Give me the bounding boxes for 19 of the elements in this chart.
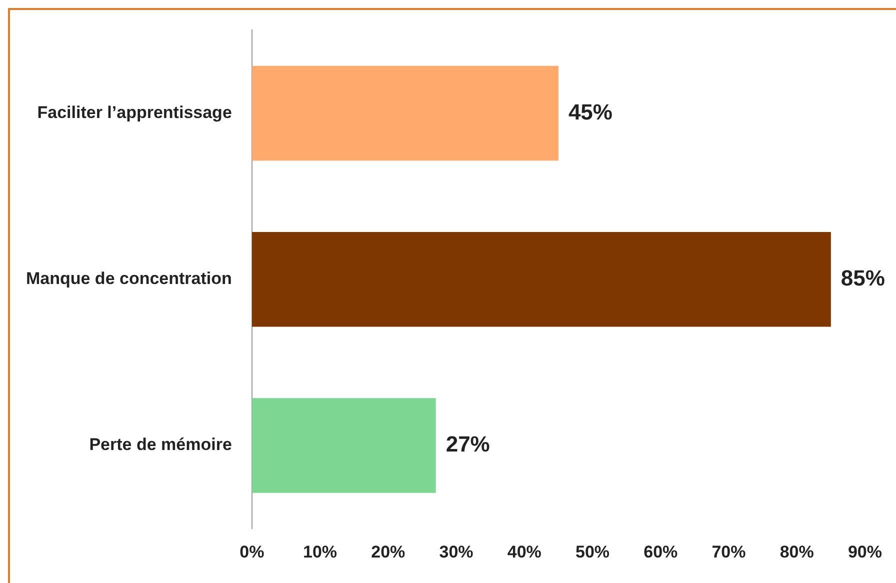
x-tick-label: 90% bbox=[848, 542, 882, 562]
x-tick-label: 80% bbox=[780, 542, 814, 562]
x-tick-label: 30% bbox=[439, 542, 474, 562]
x-tick-label: 40% bbox=[507, 542, 542, 562]
y-tick-label: Perte de mémoire bbox=[89, 435, 232, 454]
y-tick-label: Faciliter l’apprentissage bbox=[37, 102, 232, 122]
data-label: 27% bbox=[446, 432, 490, 457]
x-tick-label: 10% bbox=[303, 542, 338, 562]
data-label: 45% bbox=[568, 99, 612, 124]
y-tick-label: Manque de concentration bbox=[26, 269, 232, 288]
bar bbox=[252, 66, 558, 161]
x-tick-label: 60% bbox=[644, 542, 678, 562]
x-tick-label: 70% bbox=[712, 542, 746, 562]
x-tick-label: 50% bbox=[575, 542, 610, 562]
bar bbox=[252, 398, 436, 493]
data-label: 85% bbox=[840, 265, 885, 290]
bar bbox=[252, 232, 831, 327]
x-tick-label: 0% bbox=[240, 542, 264, 562]
x-tick-label: 20% bbox=[371, 542, 406, 562]
